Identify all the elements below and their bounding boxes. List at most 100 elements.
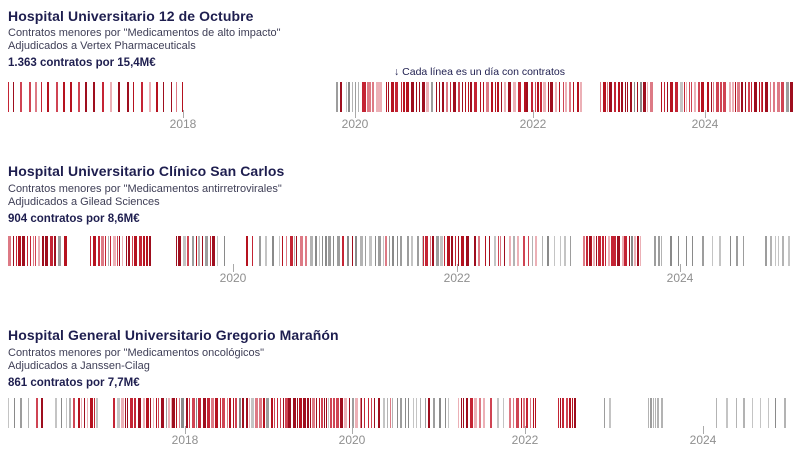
contract-day-line [44,236,48,266]
contract-day-line [536,82,539,112]
contract-day-line [63,82,66,112]
contract-day-line [195,236,197,266]
contract-day-line [97,236,100,266]
contract-day-line [653,398,655,428]
axis-tick [703,426,704,434]
axis-tick [355,110,356,118]
contract-day-line [27,398,29,428]
contract-day-line [624,236,628,266]
contract-day-line [648,398,649,428]
contract-day-line [694,82,697,112]
contract-day-line [621,236,624,266]
contract-day-line [362,82,366,112]
contract-day-line [457,82,460,112]
contract-day-line [81,398,83,428]
contract-day-line [176,398,178,428]
contract-day-line [296,398,298,428]
contract-day-line [255,398,259,428]
contract-day-line [517,236,520,266]
contract-day-line [467,82,469,112]
contract-day-line [776,82,780,112]
contract-day-line [189,398,191,428]
contract-day-line [324,398,326,428]
contract-day-line [96,398,99,428]
contract-day-line [767,398,769,428]
contract-day-line [633,82,635,112]
contract-day-line [574,398,577,428]
contract-day-line [787,236,790,266]
contract-day-line [344,398,348,428]
contract-day-line [285,236,287,266]
contract-day-line [392,236,394,266]
contract-day-line [158,398,160,428]
awardee-description: Adjudicados a Vertex Pharmaceuticals [8,40,196,52]
contract-day-line [565,398,568,428]
contract-day-line [424,236,428,266]
contract-day-line [198,236,200,266]
contract-day-line [242,398,245,428]
contract-day-line [373,398,375,428]
contract-day-line [762,82,764,112]
contract-day-line [339,398,343,428]
contract-day-line [485,82,489,112]
contract-day-line [351,82,353,112]
contract-day-line [84,398,86,428]
contract-day-line [318,398,320,428]
contract-day-line [494,82,496,112]
contract-day-line [375,82,379,112]
contract-day-line [424,398,426,428]
axis-tick [680,264,681,272]
contract-day-line [155,82,158,112]
contract-day-line [357,82,359,112]
axis-tick [183,110,184,118]
contract-day-line [229,398,232,428]
contract-day-line [534,398,536,428]
contract-day-line [679,82,683,112]
contract-day-line [415,82,417,112]
contract-day-line [296,236,298,266]
contract-day-line [392,398,393,428]
axis-year-label: 2022 [511,433,539,447]
contract-day-line [789,82,793,112]
contract-day-line [527,236,529,266]
contract-day-line [547,82,549,112]
contract-day-line [569,82,572,112]
contract-day-line [400,236,403,266]
contract-day-line [47,82,50,112]
contract-day-line [609,398,612,428]
contract-day-line [408,398,410,428]
contract-day-line [758,82,760,112]
contracts-description: Contratos menores por "Medicamentos anti… [8,183,282,195]
contract-day-line [389,398,391,428]
contract-day-line [235,398,238,428]
contract-day-line [723,82,727,112]
contract-day-line [386,398,388,428]
contract-day-line [670,82,674,112]
contract-day-line [300,236,304,266]
contract-day-line [134,398,137,428]
contract-day-line [657,236,660,266]
contract-day-line [191,398,195,428]
contract-day-line [319,236,321,266]
contract-day-line [50,236,54,266]
contract-day-line [284,398,288,428]
contract-day-line [27,236,29,266]
contract-day-line [342,236,345,266]
contract-day-line [661,236,663,266]
contracts-description: Contratos menores por "Medicamentos onco… [8,347,265,359]
contract-day-line [713,82,715,112]
contract-day-line [386,82,387,112]
contract-day-line [564,236,567,266]
contract-day-line [503,398,505,428]
contract-day-line [137,398,141,428]
contract-day-line [463,398,465,428]
contract-day-line [363,398,365,428]
contract-day-line [554,236,556,266]
contract-day-line [647,82,649,112]
contract-day-line [55,398,57,428]
contract-day-line [504,236,506,266]
contract-day-line [360,236,364,266]
contract-day-line [224,236,226,266]
contract-day-line [678,236,680,266]
contract-day-line [259,398,263,428]
